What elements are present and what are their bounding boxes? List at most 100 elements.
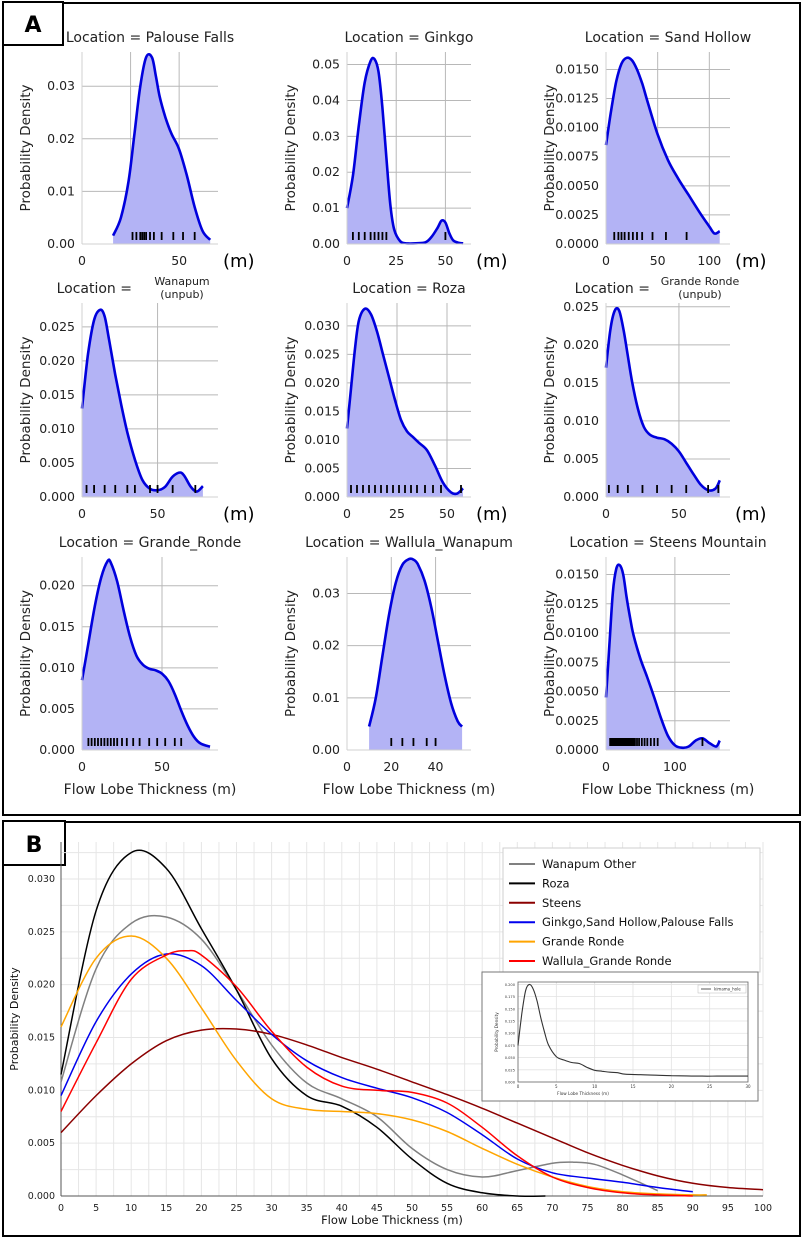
x-tick-label: 80 [617,1203,629,1214]
kde-line [604,56,721,235]
x-tick-label: 0 [78,506,86,521]
subplot-title-name: Wanapum [154,275,209,288]
y-tick-label: 0.000 [39,742,75,757]
y-tick-label: 0.0050 [555,684,599,699]
x-tick-label: 100 [697,253,721,268]
y-tick-label: 0.000 [563,489,599,504]
y-tick-label: 0.000 [304,489,340,504]
y-tick-label: 0.010 [39,660,75,675]
x-axis-label: Flow Lobe Thickness (m) [557,1091,609,1096]
y-tick-label: 0.000 [39,489,75,504]
x-tick-label: 40 [336,1203,348,1214]
x-tick-label: 0 [602,506,610,521]
x-axis-label: Flow Lobe Thickness (m) [323,782,496,798]
subplot-title: Location = Ginkgo [344,30,473,46]
subplot-title: Location = [57,281,132,297]
inset-frame [481,971,759,1102]
y-tick-label: 0.020 [28,980,55,991]
y-tick-label: 0.0075 [555,654,599,669]
y-tick-label: 0.02 [312,638,340,653]
y-tick-label: 0.005 [39,455,75,470]
unit-label: (m) [223,251,255,272]
x-tick-label: 40 [428,759,444,774]
subplot-ginkgo: 0.00 0.01 0.02 0.03 0.04 0.05 0 25 50 (m) Probabil… [283,30,508,272]
y-tick-label: 0.020 [39,578,75,593]
legend-label: Roza [542,876,570,890]
x-tick-label: 50 [650,253,666,268]
subplot-title: Location = Sand Hollow [585,30,751,46]
x-tick-label: 15 [630,1084,636,1089]
y-tick-label: 0.020 [563,337,599,352]
y-tick-label: 0.025 [505,1068,515,1072]
kde-fill [113,54,211,245]
y-tick-label: 0.0100 [555,120,599,135]
kde-fill [369,558,463,750]
y-tick-label: 0.050 [505,1056,516,1060]
y-tick-label: 0.01 [47,183,75,198]
y-axis-label: Probability Density [283,337,299,464]
legend-box [502,847,761,973]
y-tick-label: 0.015 [563,375,599,390]
legend-label: Wallula_Grande Ronde [542,954,672,968]
y-tick-label: 0.01 [312,690,340,705]
y-tick-label: 0.03 [47,78,75,93]
x-tick-label: 0 [602,759,610,774]
x-tick-label: 0 [343,253,351,268]
inset-legend-label: kimama_hole [714,987,741,992]
x-tick-label: 20 [669,1084,675,1089]
x-tick-label: 25 [707,1084,713,1089]
x-tick-label: 5 [555,1084,558,1089]
x-tick-label: 5 [93,1203,99,1214]
x-tick-label: 50 [437,253,453,268]
y-axis-label: Probability Density [494,1012,499,1052]
series-line-5 [60,949,693,1197]
subplot-title-note: (unpub) [678,288,721,301]
y-tick-label: 0.0150 [555,567,599,582]
x-tick-label: 20 [195,1203,207,1214]
y-tick-label: 0.000 [505,1081,516,1085]
y-tick-label: 0.005 [563,451,599,466]
y-tick-label: 0.020 [304,375,340,390]
panel-b-label: B [26,833,43,858]
x-tick-label: 0 [343,506,351,521]
y-tick-label: 0.200 [505,983,516,987]
kde-line [604,563,721,750]
y-tick-label: 0.0125 [555,596,599,611]
kde-fill [82,559,210,750]
y-tick-label: 0.0075 [555,149,599,164]
y-axis-label: Probability Density [542,590,558,717]
y-tick-label: 0.0025 [555,207,599,222]
y-tick-label: 0.0100 [555,625,599,640]
y-tick-label: 0.025 [28,927,55,938]
y-tick-label: 0.02 [312,164,340,179]
inset-legend-box [697,984,747,994]
unit-label: (m) [223,504,255,525]
x-tick-label: 0 [343,759,351,774]
x-tick-label: 50 [671,506,687,521]
y-tick-label: 0.005 [39,701,75,716]
kde-fill [606,308,720,497]
y-axis-label: Probability Density [542,337,558,464]
y-tick-label: 0.00 [312,236,340,251]
y-tick-label: 0.175 [505,995,515,999]
y-tick-label: 0.100 [505,1032,516,1036]
y-tick-label: 0.04 [312,92,340,107]
y-tick-label: 0.015 [39,387,75,402]
x-tick-label: 50 [439,506,455,521]
y-axis-label: Probability Density [18,590,34,717]
panel-b-frame [2,821,801,1237]
x-tick-label: 0 [78,253,86,268]
subplot-wanapum: 0.000 0.005 0.010 0.015 0.020 0.025 0 50 (m) Prob… [18,275,255,525]
subplot-palouse: 0.00 0.01 0.02 0.03 0 50 (m) Probability Densit… [18,30,255,272]
kde-line [345,56,464,245]
subplot-title: Location = [575,281,650,297]
subplot-title: Location = Grande_Ronde [59,535,241,551]
x-tick-label: 0 [602,253,610,268]
y-tick-label: 0.150 [505,1007,516,1011]
y-axis-label: Probability Density [283,590,299,717]
kde-line [367,557,464,728]
y-tick-label: 0.020 [39,353,75,368]
y-tick-label: 0.0000 [555,236,599,251]
x-tick-label: 45 [371,1203,383,1214]
subplot-title: Location = Wallula_Wanapum [305,535,513,551]
